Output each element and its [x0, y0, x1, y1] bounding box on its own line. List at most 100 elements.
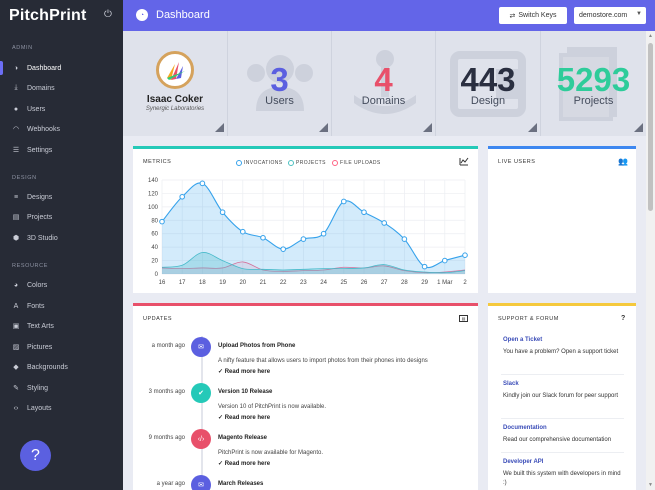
font-icon: A: [13, 302, 19, 310]
text-art-icon: ▣: [12, 323, 20, 330]
data-point-invocations: [381, 220, 387, 226]
mail-icon: ✉: [191, 337, 211, 357]
line-chart-icon[interactable]: [459, 157, 469, 166]
help-button[interactable]: ?: [20, 440, 51, 471]
scroll-up-icon[interactable]: ▲: [648, 33, 653, 39]
sidebar-item-label: Text Arts: [27, 322, 54, 330]
users-icon[interactable]: 👥: [618, 157, 628, 166]
brush-icon: ✎: [13, 385, 19, 392]
sidebar-item-label: Backgrounds: [27, 363, 68, 371]
update-title[interactable]: March Releases: [218, 481, 264, 487]
legend-label: PROJECTS: [296, 160, 326, 166]
power-icon[interactable]: ⏻: [104, 9, 112, 20]
scroll-down-icon[interactable]: ▼: [648, 482, 653, 488]
x-tick-label: 24: [320, 280, 327, 286]
sidebar-item-backgrounds[interactable]: ◆ Backgrounds: [0, 357, 123, 377]
read-more-link[interactable]: ✓ Read more here: [218, 369, 271, 375]
x-tick-label: 17: [179, 280, 186, 286]
legend-file-uploads[interactable]: FILE UPLOADS: [332, 160, 381, 166]
sidebar-item-domains[interactable]: ⤓ Domains: [0, 78, 123, 98]
sidebar-item-styling[interactable]: ✎ Styling: [0, 378, 123, 398]
sidebar-item-colors[interactable]: ◕ Colors: [0, 275, 123, 295]
update-body: PitchPrint is now available for Magento.: [218, 450, 324, 456]
support-link-docs[interactable]: Documentation: [503, 425, 547, 431]
logo-mark-icon: [167, 62, 185, 80]
support-link-ticket[interactable]: Open a Ticket: [503, 337, 543, 343]
stat-domains[interactable]: 4 Domains: [332, 31, 436, 136]
check-icon: ✔: [191, 383, 211, 403]
stat-projects[interactable]: 5293 Projects: [541, 31, 646, 136]
update-body: Version 10 of PitchPrint is now availabl…: [218, 404, 327, 410]
data-point-invocations: [260, 234, 266, 241]
update-time: 9 months ago: [148, 435, 185, 441]
legend-invocations[interactable]: INVOCATIONS: [236, 160, 282, 166]
data-point-invocations: [421, 263, 428, 270]
switch-keys-button[interactable]: ⇄ Switch Keys: [499, 7, 567, 24]
sidebar-item-users[interactable]: ● Users: [0, 99, 123, 119]
sidebar-item-label: Users: [27, 105, 46, 113]
sidebar-item-layouts[interactable]: ‹› Layouts: [0, 398, 123, 418]
sidebar-item-3d-studio[interactable]: ⬢ 3D Studio: [0, 228, 123, 248]
legend-dot: [332, 160, 338, 166]
read-more-link[interactable]: ✓ Read more here: [218, 415, 271, 421]
sidebar-item-settings[interactable]: ☰ Settings: [0, 140, 123, 160]
sidebar-item-text-arts[interactable]: ▣ Text Arts: [0, 316, 123, 336]
profile-name: Isaac Coker: [146, 94, 204, 105]
sidebar-item-designs[interactable]: ≡ Designs: [0, 187, 123, 207]
y-tick-label: 20: [151, 259, 158, 265]
data-point-invocations: [361, 209, 367, 216]
palette-icon: ◕: [13, 281, 19, 289]
image-icon: ▨: [12, 344, 20, 351]
y-tick-label: 40: [151, 245, 158, 251]
app-logo[interactable]: PitchPrint: [9, 6, 87, 24]
legend-projects[interactable]: PROJECTS: [288, 160, 326, 166]
sidebar-item-dashboard[interactable]: ◑ Dashboard: [0, 58, 123, 78]
y-tick-label: 60: [151, 232, 158, 238]
sidebar-item-fonts[interactable]: A Fonts: [0, 296, 123, 316]
update-title[interactable]: Magento Release: [218, 435, 268, 441]
sidebar-item-webhooks[interactable]: ◠ Webhooks: [0, 119, 123, 139]
read-more-link[interactable]: ✓ Read more here: [218, 461, 271, 467]
sidebar-section-resource: RESOURCE: [12, 263, 48, 269]
stat-users-label: Users: [265, 95, 294, 107]
projects-bg-icon: [559, 47, 617, 121]
sidebar-item-pictures[interactable]: ▨ Pictures: [0, 337, 123, 357]
corner-arrow-icon: [215, 123, 224, 132]
user-icon: ●: [13, 105, 19, 113]
x-tick-label: 21: [260, 280, 267, 286]
stat-domains-label: Domains: [361, 95, 406, 107]
news-icon[interactable]: ▤: [459, 315, 468, 322]
help-icon[interactable]: ?: [621, 315, 626, 322]
stat-design[interactable]: 443 Design: [436, 31, 541, 136]
divider: [501, 452, 624, 453]
support-link-api[interactable]: Developer API: [503, 459, 544, 465]
x-tick-label: 25: [340, 280, 347, 286]
sidebar-section-design: DESIGN: [12, 175, 37, 181]
update-title[interactable]: Upload Photos from Phone: [218, 343, 296, 349]
wifi-icon: ◠: [12, 126, 20, 133]
data-point-invocations: [240, 228, 246, 235]
folder-icon: ▤: [12, 214, 20, 221]
support-link-slack[interactable]: Slack: [503, 381, 519, 387]
dashboard-icon: ◔: [136, 9, 148, 21]
sidebar: PitchPrint ⏻ ADMIN ◑ Dashboard ⤓ Domains ●…: [0, 0, 123, 490]
legend-label: INVOCATIONS: [244, 160, 283, 166]
sidebar-item-label: Webhooks: [27, 125, 60, 133]
series-line-invocations: [161, 182, 466, 269]
legend-dot: [288, 160, 294, 166]
domains-bg-icon: [354, 50, 416, 114]
mail-icon: ✉: [191, 475, 211, 490]
series-line-projects: [161, 252, 466, 274]
series-line-file-uploads: [161, 261, 466, 274]
profile-card[interactable]: Isaac Coker Synergic Laboratories: [123, 31, 228, 136]
x-tick-label: 16: [159, 280, 166, 286]
store-select[interactable]: demostore.com ▼: [574, 7, 646, 24]
y-tick-label: 0: [155, 272, 159, 278]
live-users-panel: LIVE USERS 👥: [488, 146, 636, 293]
metrics-chart: 0 20 40 60 80 100 120 140 16 17 18 19 20 21 22 23 24 25 26…: [148, 178, 468, 286]
update-title[interactable]: Version 10 Release: [218, 389, 273, 395]
stat-users[interactable]: 3 Users: [228, 31, 332, 136]
page-scrollbar[interactable]: ▲ ▼: [646, 31, 655, 490]
scrollbar-thumb[interactable]: [648, 43, 653, 211]
sidebar-item-projects[interactable]: ▤ Projects: [0, 207, 123, 227]
